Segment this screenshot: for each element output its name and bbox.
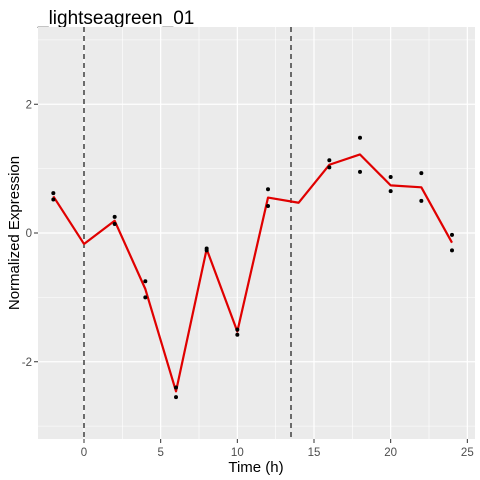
data-point (450, 232, 454, 237)
data-point (112, 214, 117, 219)
data-point (143, 295, 148, 300)
y-axis-title: Normalized Expression (6, 156, 23, 310)
x-tick-label: 0 (81, 447, 87, 459)
x-tick-label: 20 (384, 447, 397, 459)
data-point (419, 198, 424, 203)
data-point (235, 327, 240, 332)
data-point (174, 395, 178, 400)
data-point (358, 135, 362, 140)
data-point (51, 191, 56, 196)
data-point (112, 221, 117, 226)
data-points (51, 135, 454, 400)
y-tick-label: -2 (22, 357, 32, 369)
data-point (51, 197, 56, 202)
y-axis: -2 0 2 (22, 99, 38, 369)
data-point (327, 165, 332, 170)
data-point (358, 169, 362, 174)
data-point (204, 248, 209, 253)
x-tick-label: 5 (157, 447, 163, 459)
data-point (419, 171, 424, 176)
x-tick-label: 25 (461, 447, 474, 459)
x-tick-label: 10 (231, 447, 244, 459)
x-axis-title: Time (h) (228, 459, 283, 476)
x-axis: 0 5 10 15 20 25 (81, 439, 474, 459)
y-tick-label: 0 (26, 228, 32, 240)
y-tick-label: 2 (26, 99, 32, 111)
data-point (266, 203, 270, 208)
x-tick-label: 15 (308, 447, 321, 459)
chart-title: _lightseagreen_01 (37, 8, 194, 29)
data-point (174, 385, 178, 390)
mean-line-series (52, 153, 453, 393)
data-point (327, 158, 332, 163)
data-point (450, 248, 454, 253)
data-point (143, 279, 148, 284)
reference-lines (83, 27, 292, 439)
data-point (388, 174, 393, 179)
data-point (266, 187, 270, 192)
data-point (235, 332, 240, 337)
data-point (388, 189, 393, 194)
mean-line (52, 153, 453, 393)
